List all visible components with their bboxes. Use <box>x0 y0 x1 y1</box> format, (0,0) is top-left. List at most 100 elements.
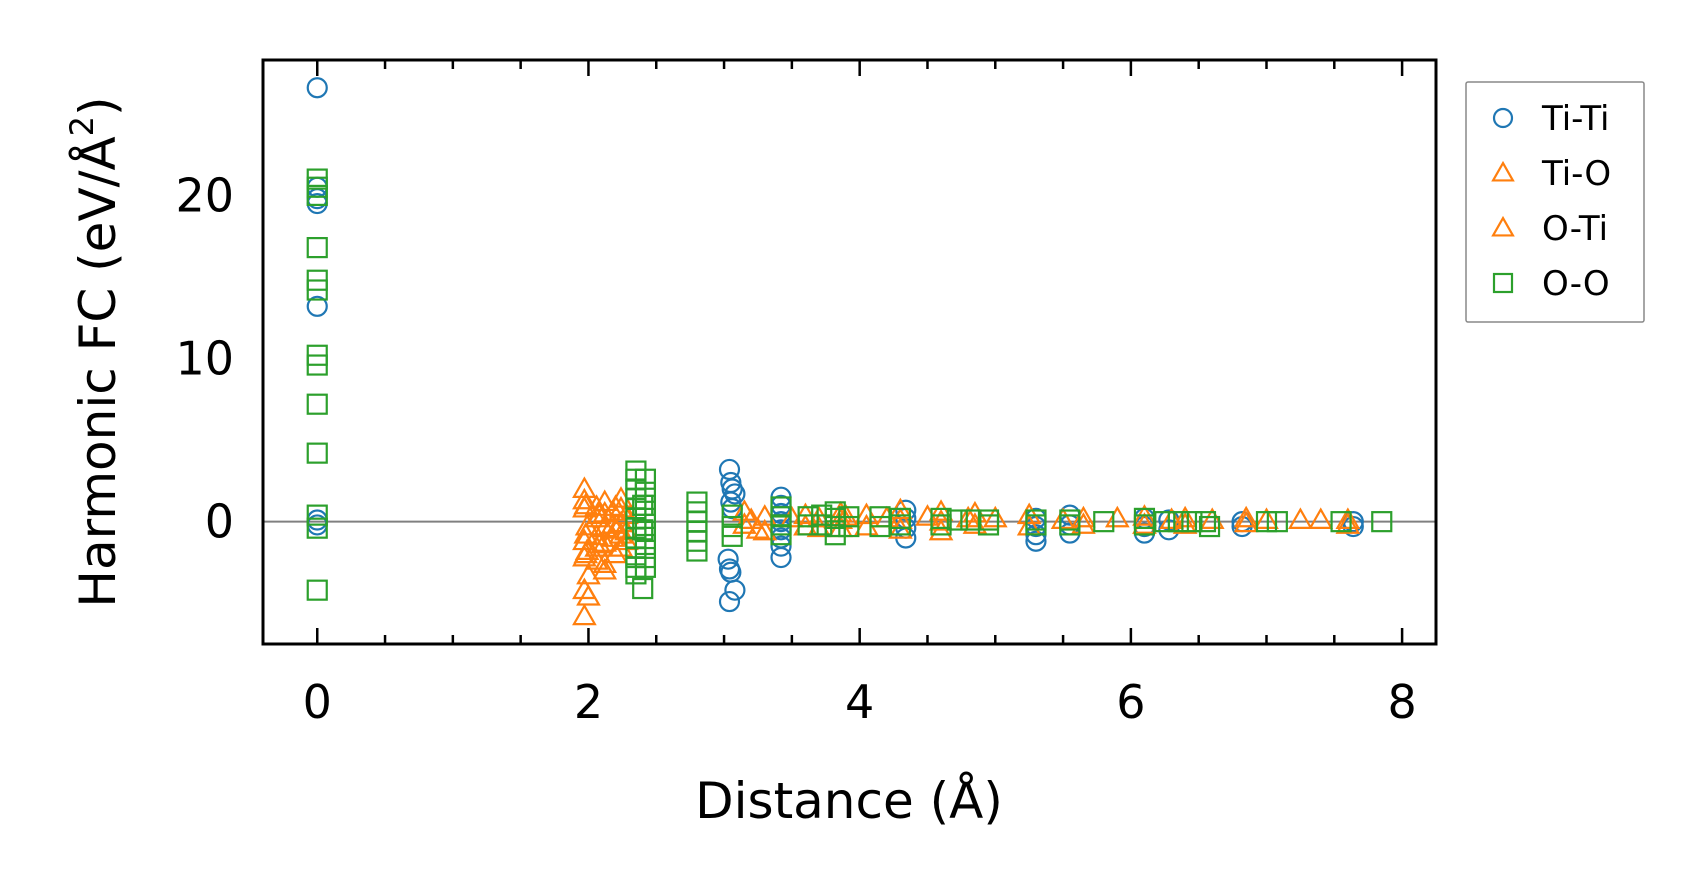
data-point <box>721 525 743 547</box>
data-point <box>634 468 657 490</box>
y-tick-label: 0 <box>205 495 234 549</box>
data-point <box>724 579 746 601</box>
data-point <box>1199 507 1225 529</box>
data-point <box>824 524 846 546</box>
y-axis-title: Harmonic FC (eV/Å2) <box>63 96 127 607</box>
data-point <box>1288 507 1313 529</box>
data-point <box>632 577 654 600</box>
data-point <box>573 492 599 515</box>
x-axis-title: Distance (Å) <box>695 772 1003 830</box>
x-tick-label: 0 <box>303 675 332 729</box>
data-point <box>1371 511 1393 533</box>
data-point <box>306 393 328 415</box>
data-point <box>1308 507 1334 529</box>
data-point <box>634 494 657 516</box>
data-point <box>306 442 328 464</box>
data-point <box>632 519 654 541</box>
data-point <box>634 481 657 503</box>
data-point <box>592 515 618 538</box>
data-point <box>1050 507 1076 529</box>
x-tick-label: 2 <box>574 675 603 729</box>
x-tick-label: 8 <box>1387 675 1416 729</box>
data-point <box>960 509 982 531</box>
data-point <box>572 487 597 510</box>
data-point <box>928 518 954 541</box>
data-point <box>1172 505 1198 528</box>
legend-frame <box>1465 81 1645 323</box>
legend-label: O-O <box>1542 264 1610 304</box>
data-point <box>1194 511 1217 533</box>
data-point <box>1167 511 1189 533</box>
legend-marker <box>1491 160 1515 182</box>
data-point <box>306 236 328 259</box>
data-point <box>793 502 818 525</box>
data-point <box>306 279 328 301</box>
data-point <box>1335 512 1361 534</box>
data-point <box>977 514 1000 536</box>
data-point <box>592 500 618 523</box>
data-point <box>306 517 328 539</box>
data-point <box>1255 511 1278 533</box>
data-point <box>1025 514 1047 536</box>
x-tick-label: 6 <box>1116 675 1145 729</box>
data-point <box>306 77 328 99</box>
data-point <box>1104 505 1130 528</box>
data-point <box>1254 507 1279 529</box>
data-point <box>603 541 628 564</box>
data-points <box>306 77 1393 626</box>
data-point <box>306 184 328 206</box>
legend-label: Ti-Ti <box>1541 99 1610 139</box>
data-point <box>576 562 601 585</box>
data-point <box>1233 505 1259 528</box>
data-point <box>1335 507 1361 529</box>
legend-marker <box>1492 107 1514 129</box>
data-point <box>1133 514 1156 536</box>
data-point <box>306 354 328 376</box>
data-point <box>717 548 739 570</box>
data-point <box>738 507 764 529</box>
data-point <box>634 507 657 529</box>
data-point <box>306 295 328 317</box>
data-point <box>889 514 911 536</box>
plot-frame <box>261 58 1438 646</box>
x-tick-label: 4 <box>845 675 874 729</box>
data-point <box>306 579 328 601</box>
data-point <box>1266 511 1288 533</box>
data-point <box>770 524 792 546</box>
data-point <box>603 517 628 539</box>
data-point <box>946 509 968 531</box>
data-point <box>721 504 743 526</box>
legend-label: Ti-O <box>1541 154 1611 194</box>
data-point <box>1154 511 1176 533</box>
data-point <box>752 504 778 526</box>
data-point <box>1059 514 1081 536</box>
data-point <box>576 584 601 606</box>
data-point <box>603 494 628 516</box>
data-point <box>1093 511 1115 533</box>
legend-item: O-Ti <box>1491 209 1608 249</box>
data-point <box>592 489 618 512</box>
data-point <box>854 502 879 525</box>
data-point <box>1132 512 1157 534</box>
data-point <box>770 535 792 557</box>
data-point <box>930 514 952 536</box>
data-point <box>634 533 657 556</box>
data-point <box>1198 515 1221 538</box>
data-point <box>1071 512 1096 534</box>
data-point <box>833 504 859 526</box>
legend: Ti-Ti Ti-O O-Ti O-O <box>1465 81 1645 323</box>
data-point <box>634 556 657 578</box>
data-point <box>1181 511 1203 533</box>
data-point <box>1159 507 1184 529</box>
data-point <box>1233 510 1259 533</box>
legend-item: Ti-O <box>1491 154 1611 194</box>
data-point <box>1016 502 1042 525</box>
y-tick-label: 20 <box>175 168 234 222</box>
data-point <box>1025 530 1047 552</box>
data-point <box>586 531 612 554</box>
data-point <box>718 590 741 613</box>
data-point <box>1330 511 1352 533</box>
data-point <box>982 505 1008 528</box>
data-point <box>572 603 597 626</box>
